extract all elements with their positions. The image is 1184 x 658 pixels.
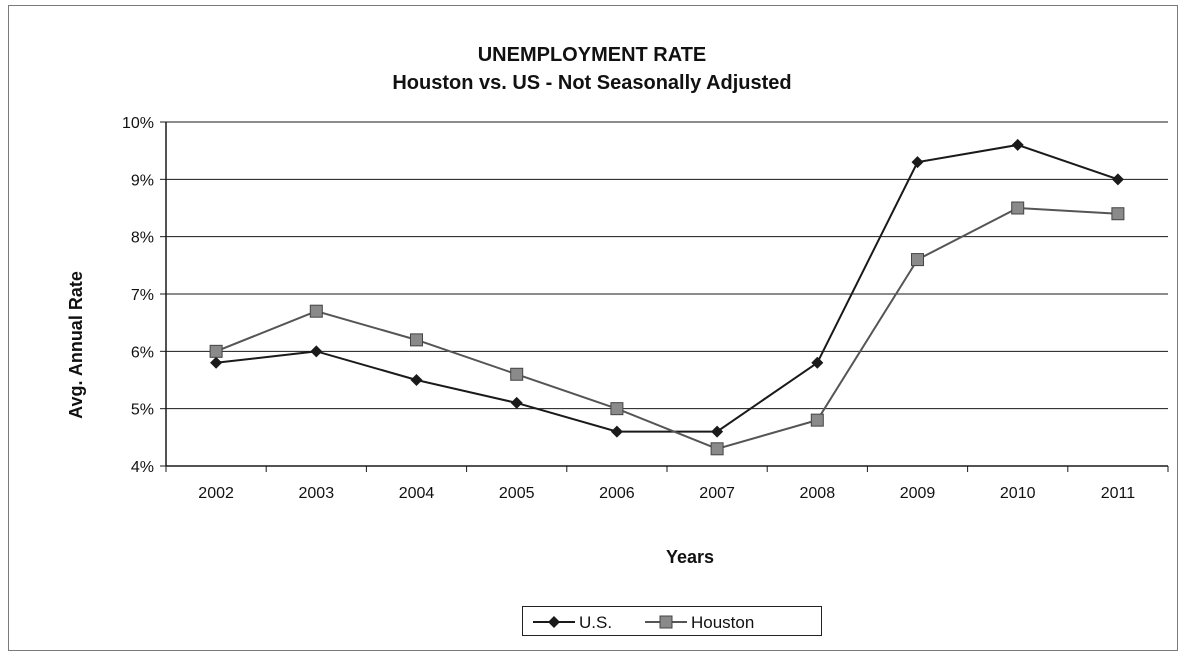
data-point <box>1011 138 1024 151</box>
legend-label-houston: Houston <box>691 613 754 632</box>
x-tick-label: 2010 <box>1000 485 1036 502</box>
x-tick-label: 2011 <box>1101 485 1136 502</box>
series-us <box>210 138 1124 438</box>
data-point <box>810 413 824 427</box>
data-point <box>209 344 223 358</box>
data-point <box>309 304 323 318</box>
x-tick-label: 2008 <box>800 485 836 502</box>
x-tick-label: 2005 <box>499 485 535 502</box>
legend-label-us: U.S. <box>579 613 612 632</box>
chart-frame <box>8 5 1178 651</box>
data-point <box>1111 173 1124 186</box>
square-marker-icon <box>659 615 673 629</box>
chart-title: UNEMPLOYMENT RATE <box>477 44 707 66</box>
series-layer <box>209 138 1125 456</box>
diamond-marker-icon <box>548 616 560 628</box>
data-point <box>710 442 724 456</box>
data-point <box>811 356 824 369</box>
y-tick-label: 4% <box>131 459 154 476</box>
data-point <box>1011 201 1025 215</box>
y-tick-label: 6% <box>131 344 154 361</box>
y-axis-title: Avg. Annual Rate <box>66 271 86 419</box>
y-tick-label: 10% <box>122 115 154 132</box>
data-point <box>410 333 423 347</box>
y-tick-label: 7% <box>131 287 154 304</box>
data-point <box>911 253 924 267</box>
y-tick-label: 5% <box>131 402 154 419</box>
legend-item-us: U.S. <box>533 613 612 632</box>
y-tick-label: 9% <box>131 172 154 189</box>
data-point <box>210 356 223 369</box>
gridlines <box>166 121 1168 410</box>
x-tick-label: 2004 <box>399 485 435 502</box>
data-point <box>410 374 423 386</box>
axes: 4% 5% 6% 7% 8% 9% 10% 2002 2003 2004 2005 2006 2007 2… <box>122 115 1169 502</box>
x-tick-label: 2009 <box>900 485 936 502</box>
y-tick-label: 8% <box>131 230 154 247</box>
series-line <box>215 143 1119 433</box>
x-tick-label: 2002 <box>198 485 234 502</box>
legend: U.S. Houston <box>522 606 822 636</box>
legend-item-houston: Houston <box>645 613 754 632</box>
data-point <box>610 402 624 416</box>
data-point <box>911 156 924 169</box>
x-tick-label: 2007 <box>699 485 735 502</box>
data-point <box>310 345 323 358</box>
data-point <box>510 367 524 381</box>
chart-subtitle: Houston vs. US - Not Seasonally Adjusted <box>392 72 792 94</box>
data-point <box>510 396 523 409</box>
series-houston <box>209 201 1125 456</box>
data-point <box>711 425 724 438</box>
x-axis-title: Years <box>666 547 714 567</box>
data-point <box>1111 207 1125 221</box>
x-tick-label: 2003 <box>299 485 335 502</box>
series-line <box>215 206 1118 450</box>
x-tick-label: 2006 <box>599 485 635 502</box>
data-point <box>610 425 623 438</box>
